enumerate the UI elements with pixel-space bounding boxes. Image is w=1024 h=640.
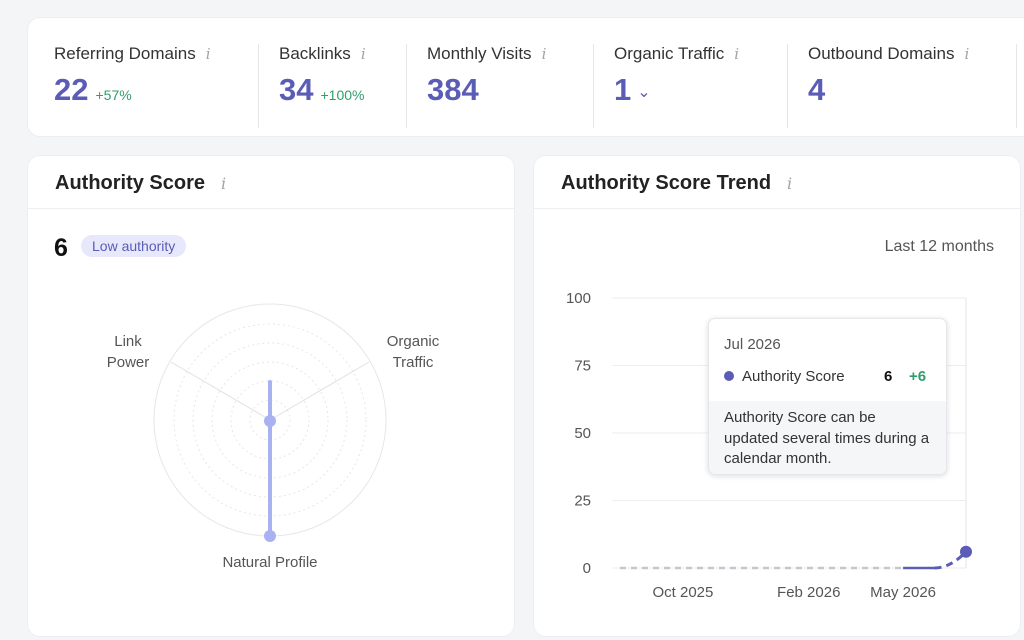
series-line-dashed (934, 550, 968, 570)
metric-referring-domains[interactable]: Referring Domains i 22 +57% (54, 44, 211, 108)
info-icon[interactable]: i (360, 45, 366, 63)
panel-title: Authority Score Trend i (561, 172, 793, 194)
divider (1016, 44, 1017, 128)
chevron-down-icon[interactable]: ⌄ (637, 84, 651, 101)
info-icon[interactable]: i (734, 45, 740, 63)
radar-label-natural-profile: Natural Profile (222, 554, 318, 571)
divider (534, 208, 1020, 209)
tooltip-value: 6 (884, 368, 893, 385)
divider (258, 44, 259, 128)
authority-trend-card: Authority Score Trend i Last 12 months 0 2… (534, 156, 1020, 636)
metric-value[interactable]: 1 (614, 72, 632, 107)
info-icon[interactable]: i (205, 45, 211, 63)
data-point (960, 545, 972, 558)
divider (406, 44, 407, 128)
info-icon[interactable]: i (787, 174, 793, 193)
tooltip-date: Jul 2026 (724, 336, 781, 353)
tooltip-row: Authority Score 6 +6 (724, 368, 934, 385)
metric-label: Referring Domains (54, 44, 196, 63)
metric-monthly-visits[interactable]: Monthly Visits i 384 (427, 44, 546, 108)
metric-label: Backlinks (279, 44, 351, 63)
x-tick-label: May 2026 (870, 584, 936, 601)
metric-backlinks[interactable]: Backlinks i 34 +100% (279, 44, 366, 108)
x-tick-label: Feb 2026 (777, 584, 840, 601)
y-tick-label: 0 (583, 560, 591, 577)
metric-value[interactable]: 384 (427, 72, 479, 107)
range-selector[interactable]: Last 12 months (884, 238, 994, 255)
metric-organic-traffic[interactable]: Organic Traffic i 1 ⌄ (614, 44, 739, 108)
metric-value[interactable]: 22 (54, 72, 89, 107)
radar-point (264, 530, 276, 542)
tooltip-delta: +6 (909, 368, 927, 385)
authority-score-card: Authority Score i 6 Low authority Link Pow… (28, 156, 514, 636)
x-tick-label: Oct 2025 (652, 584, 713, 601)
divider (593, 44, 594, 128)
info-icon[interactable]: i (541, 45, 547, 63)
info-icon[interactable]: i (964, 45, 970, 63)
radar-chart (153, 303, 387, 542)
y-tick-label: 100 (566, 290, 591, 307)
metric-value[interactable]: 4 (808, 72, 826, 107)
authority-score-value: 6 (54, 234, 68, 262)
y-tick-label: 25 (574, 493, 591, 510)
metric-outbound-domains[interactable]: Outbound Domains i 4 (808, 44, 969, 108)
metric-value[interactable]: 34 (279, 72, 314, 107)
metric-change: +100% (320, 87, 365, 103)
tooltip-note: Authority Score can be updated several t… (709, 401, 946, 474)
divider (28, 208, 514, 209)
panel-title: Authority Score i (55, 172, 227, 194)
authority-badge: Low authority (81, 235, 187, 257)
series-dot-icon (724, 371, 734, 381)
chart-tooltip: Jul 2026 Authority Score 6 +6 Authority … (708, 318, 947, 475)
divider (787, 44, 788, 128)
metrics-bar: Referring Domains i 22 +57% Backlinks i 34 +… (28, 18, 1024, 136)
tooltip-series: Authority Score (742, 368, 845, 385)
metric-label: Organic Traffic (614, 44, 725, 63)
info-icon[interactable]: i (221, 174, 227, 193)
trend-chart: 0 25 50 75 100 Oct 2025 Feb 2026 May 2026 (566, 290, 972, 601)
y-tick-label: 75 (574, 358, 591, 375)
metric-label: Outbound Domains (808, 44, 955, 63)
radar-point (264, 415, 276, 427)
y-tick-label: 50 (574, 425, 591, 442)
radar-label-organic-traffic: Organic Traffic (386, 333, 440, 371)
radar-label-link-power: Link Power (106, 333, 150, 371)
metric-change: +57% (95, 87, 132, 103)
metric-label: Monthly Visits (427, 44, 532, 63)
